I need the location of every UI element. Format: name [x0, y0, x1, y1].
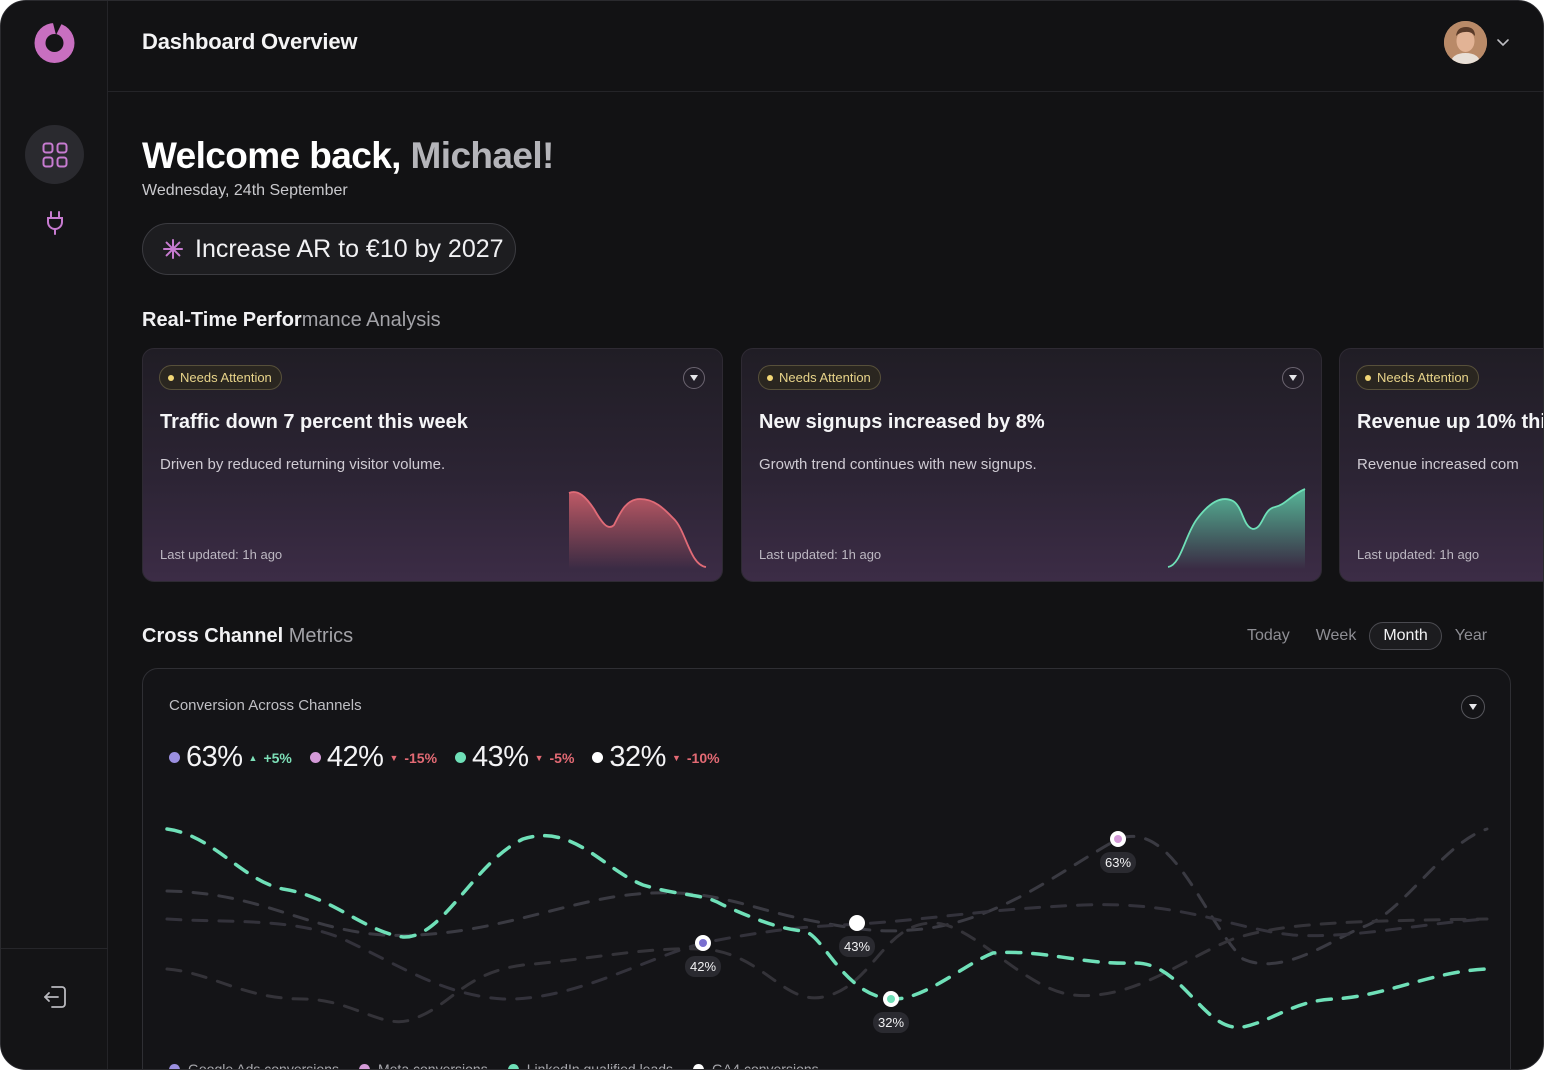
welcome-user-name: Michael! [410, 135, 555, 176]
status-badge-label: Needs Attention [1377, 370, 1469, 385]
status-badge-label: Needs Attention [779, 370, 871, 385]
status-badge-label: Needs Attention [180, 370, 272, 385]
card-menu-button[interactable] [683, 367, 705, 389]
sparkle-icon [163, 239, 183, 259]
dashboard-grid-icon [42, 142, 67, 167]
legend-label: LinkedIn qualified leads [526, 1061, 674, 1070]
series-line-google-ads [165, 903, 1489, 1001]
stat-value: 43% [472, 741, 529, 773]
tab-month[interactable]: Month [1369, 622, 1442, 650]
card-last-updated: Last updated: 1h ago [759, 547, 882, 562]
stat-value: 42% [326, 741, 384, 773]
card-description: Growth trend continues with new signups. [759, 456, 1037, 473]
data-point-linkedin: 32% [873, 991, 909, 1033]
card-last-updated: Last updated: 1h ago [1357, 547, 1480, 562]
welcome-heading: Welcome back, Michael! [142, 135, 554, 177]
profile-chevron-down-icon[interactable] [1494, 33, 1512, 51]
goal-pill[interactable]: Increase AR to €10 by 2027 [142, 223, 516, 275]
legend-label: Meta conversions [377, 1061, 488, 1070]
stat-change: +5% [263, 749, 292, 766]
stat-change: -5% [549, 749, 575, 766]
stat-ga4: 32% ▼ -10% [592, 741, 720, 774]
panel-title: Conversion Across Channels [169, 697, 362, 714]
card-title: Traffic down 7 percent this week [160, 411, 468, 433]
logout-button[interactable] [39, 981, 71, 1013]
stat-meta: 42% ▼ -15% [309, 741, 438, 774]
sidebar-item-integrations[interactable] [41, 208, 69, 238]
tab-week[interactable]: Week [1315, 627, 1357, 644]
trend-sparkline-up [1167, 488, 1306, 569]
legend-item[interactable]: LinkedIn qualified leads [507, 1061, 674, 1070]
stat-summary: 63% ▲ +5% 42% ▼ -15% 43% ▼ -5% 32% ▼ -10… [169, 741, 738, 774]
performance-section-title: Real-Time Performance Analysis [142, 309, 441, 332]
caret-down-icon [690, 375, 698, 381]
series-line-ga4 [165, 917, 1489, 1024]
data-point-ga4: 43% [839, 915, 875, 957]
avatar[interactable] [1444, 21, 1487, 64]
trend-sparkline-down [568, 491, 707, 569]
card-menu-button[interactable] [1282, 367, 1304, 389]
performance-title-bold: Real-Time Perfor [142, 309, 302, 331]
data-point-label: 63% [1105, 855, 1131, 870]
card-title: New signups increased by 8% [759, 411, 1045, 433]
current-date: Wednesday, 24th September [142, 182, 348, 199]
chart-legend: Google Ads conversions Meta conversions … [169, 1061, 839, 1070]
stat-linkedin: 43% ▼ -5% [455, 741, 574, 774]
card-description: Driven by reduced returning visitor volu… [160, 456, 446, 473]
legend-item[interactable]: GA4 conversions [693, 1061, 819, 1070]
card-title: Revenue up 10% thi [1357, 411, 1544, 433]
status-badge: Needs Attention [758, 365, 881, 390]
logo-icon [31, 19, 78, 66]
sidebar-item-dashboard[interactable] [25, 125, 84, 184]
time-range-tabs: Today Week Month Year [1234, 622, 1500, 650]
legend-item[interactable]: Google Ads conversions [169, 1061, 339, 1070]
conversion-panel: Conversion Across Channels 63% ▲ +5% 42%… [142, 668, 1511, 1070]
arrow-down-icon: ▼ [671, 752, 681, 763]
status-badge: Needs Attention [1356, 365, 1479, 390]
page-title: Dashboard Overview [142, 29, 358, 54]
sidebar-divider [1, 948, 108, 949]
plug-icon [47, 211, 63, 235]
legend-label: GA4 conversions [712, 1061, 819, 1070]
series-line-linkedin [165, 827, 1489, 1029]
arrow-up-icon: ▲ [248, 752, 258, 763]
welcome-greeting: Welcome back, [142, 135, 411, 176]
data-point-label: 32% [878, 1015, 904, 1030]
stat-google-ads: 63% ▲ +5% [169, 741, 292, 774]
insight-card[interactable]: Needs Attention Revenue up 10% thi Reven… [1339, 348, 1544, 582]
legend-item[interactable]: Meta conversions [358, 1061, 488, 1070]
tab-year[interactable]: Year [1454, 627, 1488, 644]
stat-change: -10% [686, 749, 720, 766]
conversion-line-chart: 63% 42% 43% 32% [165, 827, 1489, 1033]
insight-card[interactable]: Needs Attention Traffic down 7 percent t… [142, 348, 723, 582]
goal-label: Increase AR to €10 by 2027 [195, 234, 504, 263]
stat-value: 63% [186, 741, 243, 773]
logout-icon [44, 986, 66, 1008]
status-badge: Needs Attention [159, 365, 282, 390]
tab-today[interactable]: Today [1247, 627, 1290, 644]
panel-menu-button[interactable] [1461, 695, 1485, 719]
insight-card[interactable]: Needs Attention New signups increased by… [741, 348, 1322, 582]
metrics-section-title: Cross Channel Metrics [142, 625, 353, 648]
performance-title-muted: mance Analysis [301, 309, 441, 331]
caret-down-icon [1469, 704, 1477, 710]
arrow-down-icon: ▼ [534, 752, 544, 763]
card-description: Revenue increased com [1357, 456, 1519, 473]
card-last-updated: Last updated: 1h ago [160, 547, 283, 562]
metrics-title-bold: Cross Channel [142, 625, 284, 647]
sidebar [1, 1, 108, 1069]
stat-change: -15% [404, 749, 438, 766]
data-point-meta: 63% [1100, 831, 1136, 873]
top-header: Dashboard Overview [108, 1, 1543, 92]
stat-value: 32% [609, 741, 666, 773]
arrow-down-icon: ▼ [389, 752, 399, 763]
data-point-label: 42% [690, 959, 716, 974]
metrics-title-muted: Metrics [288, 625, 354, 647]
data-point-label: 43% [844, 939, 870, 954]
legend-label: Google Ads conversions [188, 1061, 339, 1070]
caret-down-icon [1289, 375, 1297, 381]
series-line-meta [165, 827, 1489, 966]
data-point-google-ads: 42% [685, 935, 721, 977]
